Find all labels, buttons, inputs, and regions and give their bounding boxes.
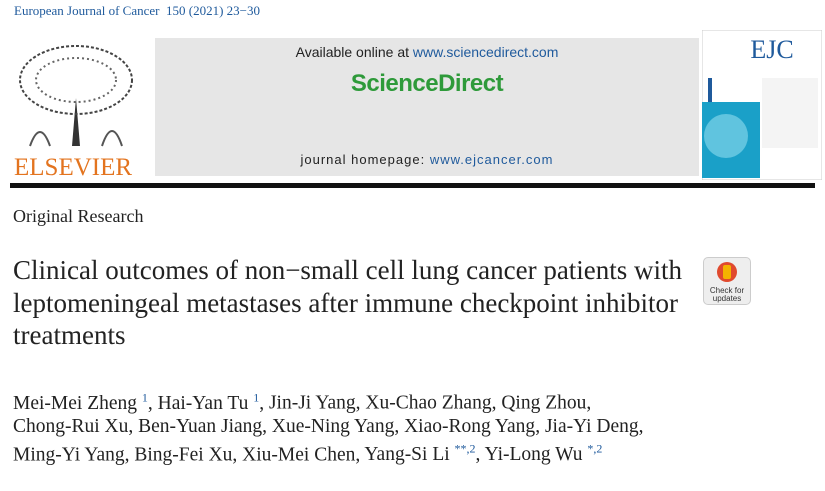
author-affiliation: **,2 bbox=[454, 441, 476, 456]
article-title: Clinical outcomes of non−small cell lung… bbox=[13, 255, 683, 350]
author-name: Yang-Si Li bbox=[364, 444, 450, 465]
author-separator: , bbox=[259, 392, 265, 414]
homepage-url[interactable]: www.ejcancer.com bbox=[429, 152, 554, 167]
author: Mei-Mei Zheng 1, bbox=[13, 390, 153, 414]
author-separator: , bbox=[475, 444, 481, 465]
author: Xue-Ning Yang, bbox=[272, 416, 399, 437]
available-label: Available online at bbox=[295, 44, 409, 60]
author-name: Xue-Ning Yang bbox=[271, 415, 395, 437]
author: Qing Zhou, bbox=[501, 393, 591, 414]
author-separator: , bbox=[147, 392, 153, 414]
author-separator: , bbox=[124, 444, 130, 465]
author-name: Hai-Yan Tu bbox=[157, 392, 249, 414]
author-separator: , bbox=[491, 392, 497, 414]
author: Xu-Chao Zhang, bbox=[365, 393, 496, 414]
badge-icon bbox=[717, 262, 737, 282]
check-updates-badge[interactable]: Check for updates bbox=[703, 257, 751, 305]
journal-name[interactable]: European Journal of Cancer bbox=[14, 3, 160, 18]
author-name: Bing-Fei Xu bbox=[134, 444, 233, 465]
cover-cell bbox=[704, 114, 748, 158]
citation: 150 (2021) 23−30 bbox=[165, 3, 260, 18]
available-online: Available online at www.sciencedirect.co… bbox=[155, 44, 699, 60]
author: Hai-Yan Tu 1, bbox=[157, 390, 265, 414]
cover-text bbox=[762, 78, 818, 148]
author: Chong-Rui Xu, bbox=[13, 416, 133, 437]
figures bbox=[29, 130, 123, 147]
author: Yi-Long Wu *,2 bbox=[484, 441, 603, 466]
tree-crown bbox=[19, 45, 133, 115]
author-name: Mei-Mei Zheng bbox=[13, 392, 138, 414]
author: Ming-Yi Yang, bbox=[13, 444, 130, 465]
author-separator: , bbox=[232, 444, 238, 465]
author-separator: , bbox=[638, 415, 644, 437]
author: Yang-Si Li **,2, bbox=[364, 441, 481, 466]
tree-crown-inner bbox=[35, 57, 117, 103]
author-separator: , bbox=[128, 415, 134, 437]
homepage: journal homepage: www.ejcancer.com bbox=[155, 152, 699, 167]
homepage-label: journal homepage: bbox=[300, 152, 426, 167]
author-name: Ming-Yi Yang bbox=[13, 444, 125, 465]
author: Jia-Yi Deng, bbox=[545, 416, 644, 437]
author-separator: , bbox=[355, 444, 361, 465]
author: Xiao-Rong Yang, bbox=[404, 416, 540, 437]
author-separator: , bbox=[586, 392, 592, 414]
section: Original Research bbox=[13, 206, 144, 226]
badge-mark bbox=[723, 265, 731, 279]
platform[interactable]: ScienceDirect bbox=[350, 70, 504, 97]
author-name: Xu-Chao Zhang bbox=[365, 392, 492, 414]
author-name: Yi-Long Wu bbox=[484, 444, 583, 465]
author-affiliation: 1 bbox=[253, 390, 260, 404]
author-separator: , bbox=[355, 392, 361, 414]
author-separator: , bbox=[535, 415, 541, 437]
journal-line: European Journal of Cancer 150 (2021) 23… bbox=[14, 3, 260, 19]
author-name: Xiao-Rong Yang bbox=[404, 415, 536, 437]
author: Ben-Yuan Jiang, bbox=[138, 416, 267, 437]
author: Bing-Fei Xu, bbox=[134, 444, 237, 465]
author-name: Chong-Rui Xu bbox=[13, 415, 129, 437]
tree-trunk bbox=[72, 98, 80, 146]
header-rule bbox=[10, 183, 815, 188]
author-name: Jin-Ji Yang bbox=[268, 392, 356, 414]
journal-cover: EJC bbox=[702, 30, 822, 180]
cover-title: EJC bbox=[750, 35, 793, 64]
author: Jin-Ji Yang, bbox=[269, 393, 361, 414]
sciencedirect-url[interactable]: www.sciencedirect.com bbox=[412, 44, 559, 60]
author: Xiu-Mei Chen, bbox=[242, 444, 360, 465]
elsevier-logo: ELSEVIER bbox=[14, 42, 142, 180]
author-name: Xiu-Mei Chen bbox=[242, 444, 356, 465]
author-name: Qing Zhou bbox=[501, 392, 587, 414]
author-separator: , bbox=[394, 415, 400, 437]
author-affiliation: 1 bbox=[141, 390, 148, 404]
publisher: ELSEVIER bbox=[14, 154, 132, 180]
sciencedirect-box: Available online at www.sciencedirect.co… bbox=[155, 38, 699, 176]
author-name: Jia-Yi Deng bbox=[544, 415, 639, 437]
author-affiliation: *,2 bbox=[587, 441, 603, 456]
badge-line: updates bbox=[712, 294, 742, 303]
author-separator: , bbox=[262, 415, 268, 437]
author-name: Ben-Yuan Jiang bbox=[138, 415, 263, 437]
badge-line: Check for bbox=[709, 286, 745, 295]
authors: Mei-Mei Zheng 1, Hai-Yan Tu 1, Jin-Ji Ya… bbox=[13, 386, 703, 466]
